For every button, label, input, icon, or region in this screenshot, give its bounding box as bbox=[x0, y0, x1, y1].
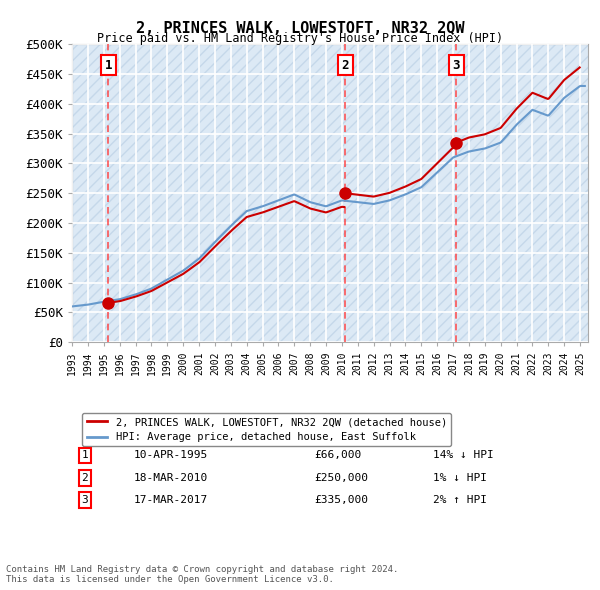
Text: 1: 1 bbox=[82, 450, 88, 460]
Text: £66,000: £66,000 bbox=[314, 450, 362, 460]
Text: 2, PRINCES WALK, LOWESTOFT, NR32 2QW: 2, PRINCES WALK, LOWESTOFT, NR32 2QW bbox=[136, 21, 464, 35]
Text: 10-APR-1995: 10-APR-1995 bbox=[134, 450, 208, 460]
Text: 18-MAR-2010: 18-MAR-2010 bbox=[134, 473, 208, 483]
Text: Price paid vs. HM Land Registry's House Price Index (HPI): Price paid vs. HM Land Registry's House … bbox=[97, 32, 503, 45]
Text: Contains HM Land Registry data © Crown copyright and database right 2024.
This d: Contains HM Land Registry data © Crown c… bbox=[6, 565, 398, 584]
Text: 1: 1 bbox=[104, 58, 112, 71]
Text: £335,000: £335,000 bbox=[314, 495, 368, 505]
Legend: 2, PRINCES WALK, LOWESTOFT, NR32 2QW (detached house), HPI: Average price, detac: 2, PRINCES WALK, LOWESTOFT, NR32 2QW (de… bbox=[82, 413, 451, 447]
Text: £250,000: £250,000 bbox=[314, 473, 368, 483]
Text: 14% ↓ HPI: 14% ↓ HPI bbox=[433, 450, 494, 460]
Text: 17-MAR-2017: 17-MAR-2017 bbox=[134, 495, 208, 505]
Text: 2: 2 bbox=[341, 58, 349, 71]
Text: 3: 3 bbox=[82, 495, 88, 505]
Text: 3: 3 bbox=[452, 58, 460, 71]
Text: 2% ↑ HPI: 2% ↑ HPI bbox=[433, 495, 487, 505]
Text: 1% ↓ HPI: 1% ↓ HPI bbox=[433, 473, 487, 483]
Text: 2: 2 bbox=[82, 473, 88, 483]
